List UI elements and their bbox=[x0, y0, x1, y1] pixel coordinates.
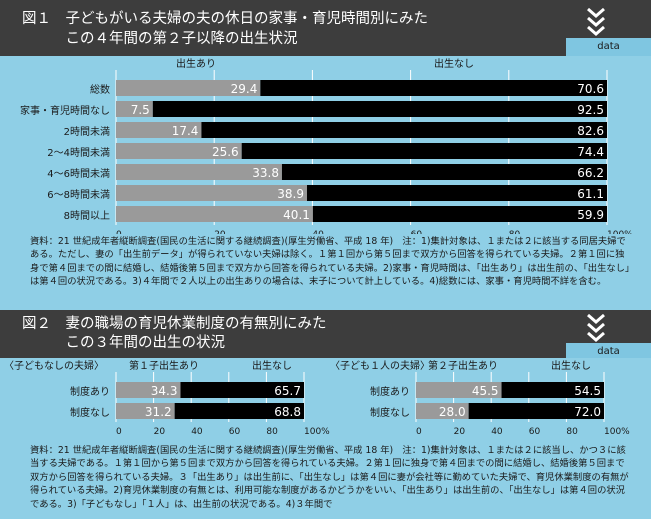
bar bbox=[281, 164, 607, 180]
bar bbox=[260, 80, 607, 96]
bar bbox=[201, 122, 607, 138]
data-label: 92.5 bbox=[577, 103, 604, 117]
bar bbox=[174, 403, 304, 419]
category-label: 家事・育児時間なし bbox=[20, 104, 110, 117]
figure2-note: 資料：21 世紀成年者縦断調査(国民の生活に関する継続調査)(厚生労働省、平成 … bbox=[30, 445, 629, 510]
tick-label: 60 bbox=[529, 427, 541, 437]
chevron-down-icon[interactable] bbox=[582, 6, 610, 36]
series-label: 出生なし bbox=[434, 57, 474, 70]
category-label: 2〜4時間未満 bbox=[47, 147, 110, 159]
figure2-header: 図２ 妻の職場の育児休業制度の有無別にみた この３年間の出生の状況 data bbox=[0, 310, 651, 362]
bar bbox=[468, 403, 604, 419]
category-label: 2時間未満 bbox=[64, 126, 110, 138]
data-label: 33.8 bbox=[252, 166, 279, 180]
tick-label: 40 bbox=[312, 230, 324, 234]
data-label: 25.6 bbox=[212, 145, 239, 159]
tick-label: 60 bbox=[229, 427, 241, 437]
bar bbox=[152, 101, 607, 117]
data-label: 74.4 bbox=[577, 145, 604, 159]
group-label: 〈子どもなしの夫婦〉 bbox=[4, 360, 104, 372]
figure2-panel: 第１子出生あり 出生なし制度あり 34.3 65.7 制度なし 31.2 68.8 0 20 40… bbox=[0, 358, 651, 519]
tick-label: 0 bbox=[116, 427, 122, 437]
bar bbox=[116, 403, 175, 419]
tick-label: 0 bbox=[116, 230, 122, 234]
series-label: 出生なし bbox=[252, 359, 292, 372]
figure1-data-tab[interactable]: data bbox=[566, 38, 651, 56]
data-label: 82.6 bbox=[577, 124, 604, 138]
category-label: 8時間以上 bbox=[64, 210, 110, 222]
tick-label: 20 bbox=[154, 427, 166, 437]
figure1-panel: 出生あり 出生なし総数 29.4 70.6 家事・育児時間なし 7.5 92.5 2時間未満 1… bbox=[0, 56, 651, 310]
figure2-title-line1: 図２ 妻の職場の育児休業制度の有無別にみた bbox=[22, 316, 327, 332]
series-label: 第１子出生あり bbox=[129, 359, 199, 372]
data-label: 70.6 bbox=[577, 82, 604, 96]
bar bbox=[241, 143, 608, 159]
data-label: 54.5 bbox=[574, 384, 601, 398]
data-label: 59.9 bbox=[577, 208, 604, 222]
data-label: 65.7 bbox=[274, 384, 301, 398]
tick-label: 100% bbox=[304, 427, 330, 437]
data-label: 40.1 bbox=[283, 208, 310, 222]
data-label: 68.8 bbox=[274, 405, 301, 419]
bar bbox=[312, 206, 607, 222]
bar bbox=[306, 185, 607, 201]
figure1-note: 資料：21 世紀成年者縦断調査(国民の生活に関する継続調査)(厚生労働省、平成 … bbox=[30, 236, 630, 288]
figure1-title-line2: この４年間の第２子以降の出生状況 bbox=[22, 31, 298, 47]
data-label: 29.4 bbox=[231, 82, 258, 96]
tick-label: 20 bbox=[214, 230, 226, 234]
category-label: 制度あり bbox=[70, 385, 110, 398]
tick-label: 80 bbox=[266, 427, 278, 437]
category-label: 制度あり bbox=[370, 385, 410, 398]
bar bbox=[116, 80, 261, 96]
category-label: 総数 bbox=[90, 83, 110, 96]
group-label: 〈子ども１人の夫婦〉 bbox=[330, 360, 430, 372]
series-label: 出生なし bbox=[551, 359, 591, 372]
tick-label: 20 bbox=[454, 427, 466, 437]
tick-label: 100% bbox=[607, 230, 633, 234]
tick-label: 100% bbox=[604, 427, 630, 437]
data-label: 31.2 bbox=[145, 405, 172, 419]
bar bbox=[501, 382, 604, 398]
category-label: 4〜6時間未満 bbox=[47, 168, 110, 180]
data-label: 38.9 bbox=[277, 187, 304, 201]
bar bbox=[116, 382, 181, 398]
tick-label: 80 bbox=[566, 427, 578, 437]
bar bbox=[116, 143, 242, 159]
figure1-title-line1: 図１ 子どもがいる夫婦の夫の休日の家事・育児時間別にみた bbox=[22, 11, 428, 27]
series-label: 出生あり bbox=[176, 57, 216, 70]
bar bbox=[416, 382, 502, 398]
tick-label: 40 bbox=[491, 427, 503, 437]
figure2-title-line2: この３年間の出生の状況 bbox=[22, 335, 225, 351]
bar bbox=[116, 122, 202, 138]
category-label: 制度なし bbox=[370, 406, 410, 419]
data-label: 7.5 bbox=[131, 103, 150, 117]
bar bbox=[180, 382, 304, 398]
bar bbox=[116, 164, 282, 180]
bar bbox=[116, 206, 313, 222]
bar bbox=[116, 185, 307, 201]
data-label: 34.3 bbox=[151, 384, 178, 398]
bar bbox=[416, 403, 469, 419]
data-label: 61.1 bbox=[577, 187, 604, 201]
tick-label: 0 bbox=[416, 427, 422, 437]
bar bbox=[116, 101, 153, 117]
data-label: 28.0 bbox=[439, 405, 466, 419]
category-label: 6〜8時間未満 bbox=[47, 189, 110, 201]
data-label: 17.4 bbox=[172, 124, 199, 138]
tick-label: 60 bbox=[411, 230, 423, 234]
figure1-header: 図１ 子どもがいる夫婦の夫の休日の家事・育児時間別にみた この４年間の第２子以降… bbox=[0, 0, 651, 62]
chevron-down-icon[interactable] bbox=[582, 312, 610, 342]
figure2-data-tab[interactable]: data bbox=[566, 343, 651, 361]
series-label: 第２子出生あり bbox=[428, 359, 498, 372]
tick-label: 40 bbox=[191, 427, 203, 437]
tick-label: 80 bbox=[509, 230, 521, 234]
category-label: 制度なし bbox=[70, 406, 110, 419]
data-label: 66.2 bbox=[577, 166, 604, 180]
data-label: 45.5 bbox=[472, 384, 499, 398]
data-label: 72.0 bbox=[574, 405, 601, 419]
